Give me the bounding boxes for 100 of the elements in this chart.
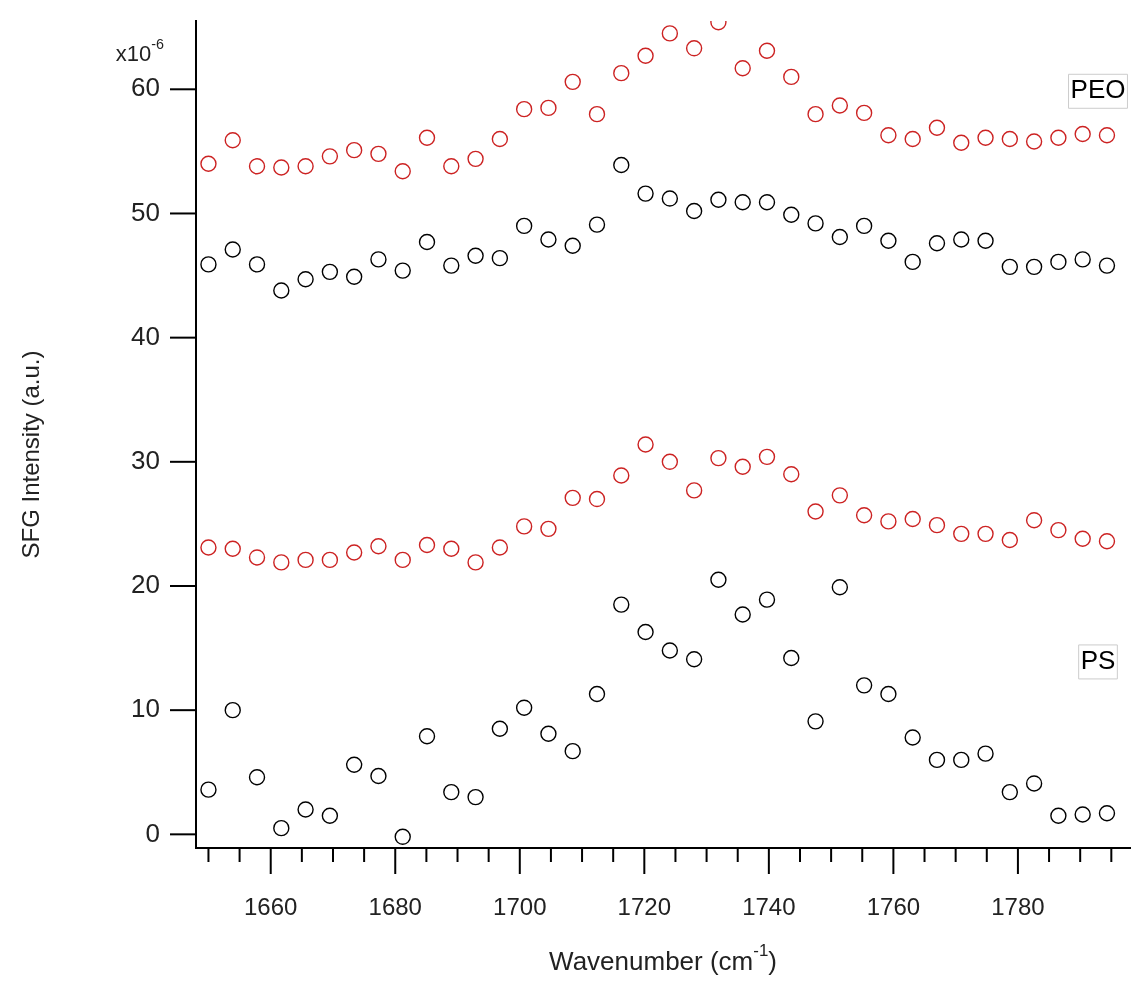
point <box>443 540 460 557</box>
y-tick-label: 50 <box>131 196 160 227</box>
point <box>904 130 921 148</box>
point <box>564 742 581 760</box>
point <box>224 701 241 719</box>
point <box>613 596 630 613</box>
point <box>1025 258 1043 276</box>
x-tick-label: 1740 <box>742 892 796 920</box>
point <box>515 100 533 118</box>
point <box>515 699 533 716</box>
point <box>200 256 217 273</box>
point <box>370 538 387 555</box>
y-tick-label: 0 <box>145 817 161 848</box>
point <box>467 554 484 571</box>
x-tick-label: 1780 <box>991 892 1045 920</box>
point <box>1001 130 1019 148</box>
point <box>297 551 314 569</box>
point <box>758 194 776 211</box>
point <box>224 241 241 258</box>
point <box>880 685 897 703</box>
point <box>273 819 290 837</box>
point <box>685 482 703 499</box>
point <box>807 215 824 232</box>
point <box>1050 807 1067 824</box>
point <box>297 801 314 818</box>
point <box>734 458 751 475</box>
point <box>1025 133 1043 150</box>
point <box>758 42 776 59</box>
point <box>783 206 800 223</box>
point <box>418 728 436 745</box>
point <box>540 231 557 248</box>
point <box>1050 253 1067 271</box>
y-tick-label: 40 <box>131 320 160 351</box>
point <box>904 729 921 746</box>
point <box>443 158 460 175</box>
point <box>1098 127 1116 144</box>
point <box>224 132 241 149</box>
point <box>953 134 970 151</box>
point <box>564 237 581 254</box>
y-axis-title: SFG Intensity (a.u.) <box>16 350 44 559</box>
annotation: PEO <box>1070 74 1126 105</box>
point <box>855 104 873 122</box>
point <box>928 516 946 534</box>
point <box>855 507 873 524</box>
point <box>977 232 994 249</box>
point <box>1050 521 1067 539</box>
point <box>710 571 727 588</box>
point <box>855 217 873 235</box>
point <box>273 159 290 176</box>
point <box>880 513 897 530</box>
point <box>1074 530 1091 548</box>
point <box>321 148 339 165</box>
point <box>758 448 776 466</box>
point <box>345 141 363 159</box>
point <box>685 40 703 57</box>
point <box>370 767 387 785</box>
point <box>637 185 654 202</box>
point <box>418 233 436 251</box>
point <box>831 228 849 246</box>
point <box>297 158 314 175</box>
point <box>1098 805 1116 822</box>
point <box>977 745 994 762</box>
point <box>661 642 679 659</box>
point <box>661 190 679 207</box>
x-tick-label: 1700 <box>493 892 547 920</box>
point <box>248 769 266 786</box>
point <box>807 503 824 520</box>
point <box>685 202 703 220</box>
point <box>515 518 533 535</box>
point <box>1098 257 1116 274</box>
point <box>637 47 654 64</box>
point <box>1025 775 1043 792</box>
point <box>855 677 873 694</box>
point <box>734 606 751 623</box>
point <box>540 520 557 538</box>
point <box>1001 258 1019 276</box>
point <box>734 59 751 77</box>
point <box>613 156 630 174</box>
point <box>443 783 460 801</box>
point <box>394 828 411 846</box>
point <box>928 235 946 252</box>
point <box>564 73 581 91</box>
point <box>273 554 290 571</box>
point <box>491 539 509 556</box>
point <box>1074 125 1091 143</box>
point <box>321 551 339 569</box>
point <box>370 251 387 268</box>
point <box>710 191 727 209</box>
point <box>345 756 363 773</box>
x-tick-label: 1760 <box>866 892 921 920</box>
point <box>418 129 436 146</box>
point <box>831 579 849 596</box>
point <box>1001 783 1019 801</box>
point <box>515 217 533 235</box>
point <box>758 591 776 608</box>
point <box>904 510 921 528</box>
point <box>394 551 411 569</box>
point <box>540 725 557 742</box>
point <box>273 282 290 299</box>
point <box>540 99 557 117</box>
